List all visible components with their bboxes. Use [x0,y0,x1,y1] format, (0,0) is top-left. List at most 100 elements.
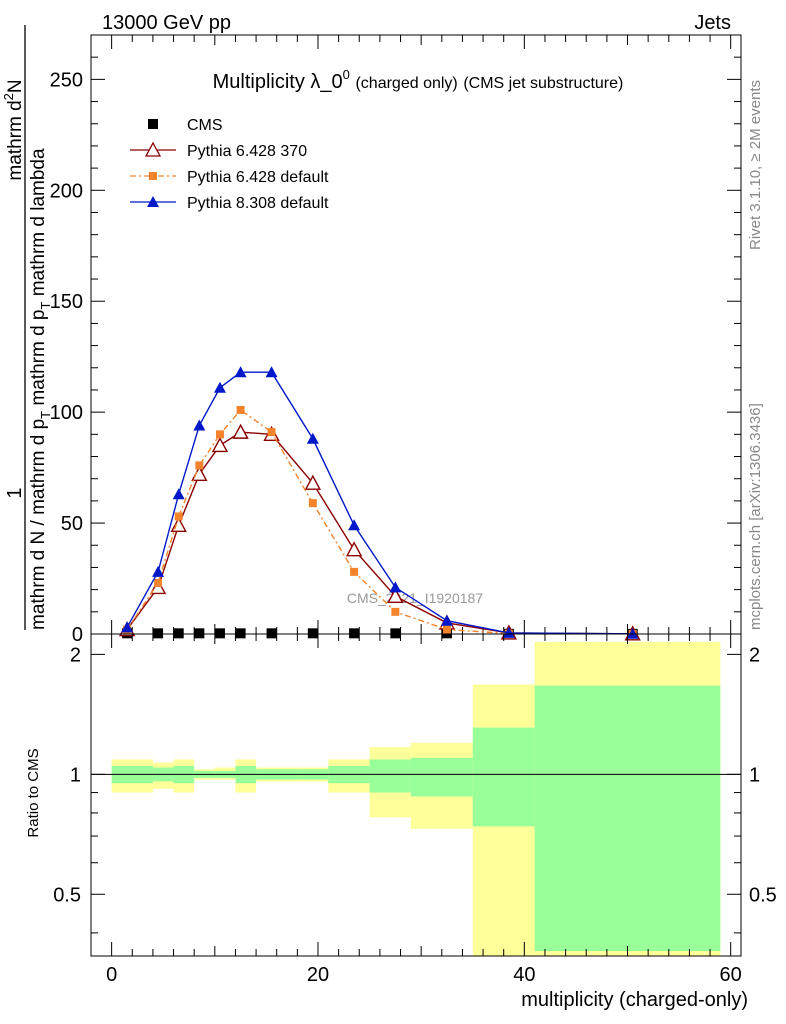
ylabel-part-d: mathrm d [5,100,26,180]
legend-label-py6-default: Pythia 6.428 default [187,169,329,186]
data-point-cms [153,628,164,639]
data-point-pythia-8-308-default [389,581,402,593]
ratio-xtick-label: 60 [720,964,742,986]
ylabel-part-sub-t2: T [38,302,53,310]
ratio-xtick-label: 40 [513,964,535,986]
data-point-pythia-6-428-default [195,461,204,470]
data-point-cms [173,628,184,639]
ratio-xtick-label: 20 [307,964,329,986]
rivet-label: Rivet 3.1.10, ≥ 2M events [747,80,764,250]
ratio-xtick-labels: 0 20 40 60 [106,964,742,986]
data-point-cms [194,628,205,639]
legend-label-py6-370: Pythia 6.428 370 [187,143,307,160]
data-point-pythia-8-308-default [502,626,515,638]
data-point-pythia-6-428-default [236,405,245,414]
data-point-cms [235,628,246,639]
data-point-pythia-6-428-default [442,625,451,634]
ylabel-inner-numerator: mathrm d2N [1,79,26,180]
legend: CMS Pythia 6.428 370 Pythia 6.428 defaul… [130,117,329,212]
plot-title-tail: (CMS jet substructure) [463,75,623,92]
analysis-watermark: CMS_2021_I1920187 [347,590,483,606]
main-ytick-label: 150 [50,291,83,313]
ylabel-part-dlambda: mathrm d lambda [28,148,49,296]
data-point-pythia-6-428-370 [211,436,229,453]
ratio-plot-frame [90,633,742,957]
ratio-band-inner [472,727,535,827]
main-ytick-label: 250 [50,69,83,91]
main-ytick-label: 200 [50,180,83,202]
data-point-pythia-8-308-default [193,419,206,431]
legend-marker-cms [148,119,158,129]
data-point-pythia-8-308-default [265,366,278,378]
data-point-cms [266,628,277,639]
data-point-pythia-6-428-370 [387,587,404,603]
data-point-pythia-6-428-default [215,430,224,439]
ratio-band-inner [410,757,473,797]
mcplots-label: mcplots.cern.ch [arXiv:1306.3436] [747,403,764,630]
main-axis-ticks [91,35,741,635]
data-point-pythia-6-428-370 [345,541,363,557]
plot-title-superscript: 0 [343,67,350,82]
legend-marker-py6-default [149,172,157,180]
plot-title-main: Multiplicity λ_0 [213,71,343,93]
ratio-bands [111,641,721,956]
ylabel-part-sup-2: 2 [1,93,16,100]
plot-title: Multiplicity λ_00 (charged only) (CMS je… [213,67,624,93]
header-energy: 13000 GeV pp [102,12,231,34]
data-point-pythia-6-428-370 [232,423,249,439]
ratio-ytick-labels: 0.5 0.5 1 1 2 2 [53,644,777,906]
ratio-ylabel: Ratio to CMS [25,748,42,837]
data-point-pythia-6-428-default [267,428,276,437]
ratio-band-inner [534,685,721,952]
ylabel-part-dn-dpt: mathrm d N / mathrm d p [28,419,49,630]
data-point-pythia-8-308-default [172,488,185,500]
data-point-pythia-6-428-default [154,578,163,587]
data-point-pythia-6-428-default [391,607,400,616]
legend-marker-py8-default [147,196,159,207]
data-point-cms [214,628,225,639]
ylabel-part-sub-t1: T [38,411,53,419]
ratio-plot: 0.5 0.5 1 1 2 2 0 20 40 60 Ratio to CMS multipli… [25,633,777,1011]
ratio-ytick-label-left: 0.5 [53,884,81,906]
ratio-band-inner [369,759,411,793]
ylabel-part-dpt2: mathrm d p [28,310,49,406]
data-point-cms [349,628,360,639]
ratio-ytick-label-left: 1 [70,764,81,786]
ratio-axis-ticks [91,634,741,956]
ratio-ytick-label-right: 2 [749,644,760,666]
ratio-ytick-label-right: 0.5 [749,884,777,906]
data-point-pythia-8-308-default [121,621,134,633]
data-point-pythia-6-428-default [174,512,183,521]
data-point-pythia-8-308-default [306,432,319,444]
data-point-cms [307,628,318,639]
legend-label-py8-default: Pythia 8.308 default [187,195,329,212]
ylabel-numerator: 1 [4,487,26,498]
ylabel-part-n: N [5,79,26,93]
main-ytick-label: 100 [50,402,83,424]
data-point-pythia-8-308-default [234,366,247,378]
main-ytick-label: 50 [61,513,83,535]
data-point-pythia-8-308-default [213,381,226,393]
data-point-pythia-6-428-370 [304,474,321,490]
header-process: Jets [694,12,731,34]
data-point-pythia-8-308-default [626,627,639,639]
data-point-cms [390,628,401,639]
ratio-ytick-label-left: 2 [70,644,81,666]
data-point-pythia-8-308-default [440,614,453,626]
main-ytick-labels: 0 50 100 150 200 250 [50,69,83,646]
ylabel-denominator: mathrm d N / mathrm d pT mathrm d pT mat… [28,148,53,630]
ratio-xtick-label: 0 [106,964,117,986]
ratio-ytick-label-right: 1 [749,764,760,786]
plot-title-small: (charged only) [355,75,457,92]
data-point-pythia-8-308-default [152,565,165,577]
main-ytick-label: 0 [72,624,83,646]
data-point-pythia-6-428-default [308,499,317,508]
legend-marker-py6-370 [144,141,162,157]
main-ylabel: 1 mathrm d N / mathrm d pT mathrm d pT m… [1,25,53,630]
series-layer [118,366,641,641]
data-point-pythia-8-308-default [348,519,361,531]
data-point-pythia-6-428-default [350,567,359,576]
ratio-xlabel: multiplicity (charged-only) [521,989,748,1011]
